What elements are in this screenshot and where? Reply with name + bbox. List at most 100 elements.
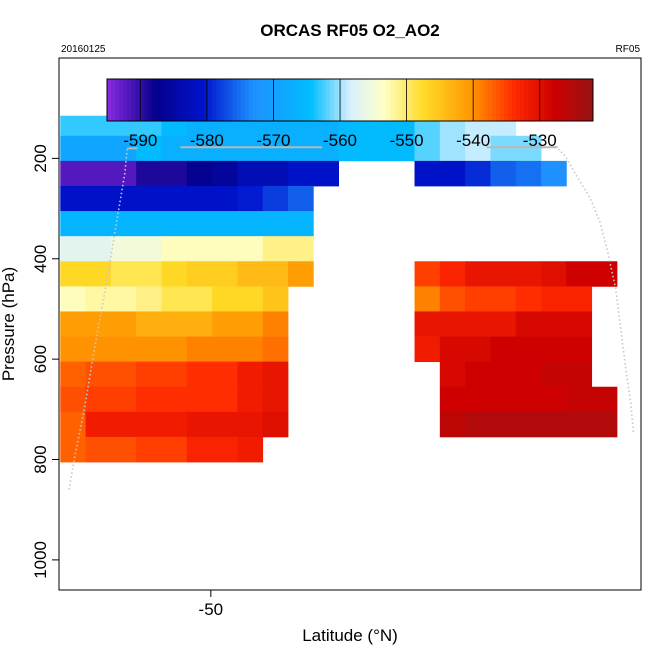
colorbar-swatch — [317, 79, 323, 121]
colorbar-swatch — [139, 79, 144, 121]
colorbar-swatch — [410, 79, 416, 121]
heatmap-cell — [237, 386, 264, 413]
heatmap-cell — [186, 336, 264, 363]
heatmap-cell — [85, 411, 188, 438]
colorbar-swatch — [580, 79, 586, 121]
heatmap-cell — [60, 386, 86, 413]
heatmap-cell — [439, 286, 466, 312]
heatmap-cell — [237, 361, 264, 388]
colorbar-swatch — [281, 79, 286, 121]
heatmap-cell — [439, 261, 466, 287]
colorbar-swatch — [297, 79, 302, 121]
heatmap-cell — [237, 185, 264, 212]
heatmap-cell — [212, 286, 264, 312]
colorbar-swatch — [192, 79, 197, 121]
colorbar-swatch — [406, 79, 412, 121]
colorbar-swatch — [528, 79, 533, 121]
colorbar-swatch — [325, 79, 331, 121]
colorbar-swatch — [119, 79, 124, 121]
heatmap-cell — [465, 411, 618, 438]
colorbar-swatch — [285, 79, 290, 121]
colorbar-swatch — [536, 79, 541, 121]
heatmap-cell — [85, 361, 137, 388]
heatmap-cell — [465, 286, 517, 312]
heatmap-cell — [439, 411, 466, 438]
colorbar-swatch — [350, 79, 355, 121]
heatmap-cell — [161, 236, 264, 262]
flight-track — [68, 146, 635, 490]
y-axis-label: Pressure (hPa) — [0, 267, 18, 381]
colorbar-swatch — [443, 79, 448, 121]
heatmap-cell — [262, 286, 289, 312]
heatmap-cell — [60, 436, 86, 463]
heatmap-cell — [60, 261, 112, 287]
heatmap-cell — [161, 135, 340, 162]
colorbar-swatch — [256, 79, 262, 121]
colorbar-swatch — [503, 79, 509, 121]
colorbar-swatch — [386, 79, 391, 121]
heatmap-cell — [186, 411, 264, 438]
heatmap-cell — [439, 386, 542, 413]
colorbar-swatch — [354, 79, 359, 121]
colorbar-swatch — [475, 79, 481, 121]
colorbar-swatch — [345, 79, 351, 121]
heatmap-cell — [161, 286, 213, 312]
colorbar-swatch — [532, 79, 537, 121]
heatmap-cell — [262, 361, 289, 388]
heatmap-cell — [85, 436, 137, 463]
colorbar-swatch — [216, 79, 221, 121]
colorbar-swatch — [313, 79, 319, 121]
colorbar-swatch — [499, 79, 505, 121]
subtitle-flight: RF05 — [616, 44, 641, 55]
heatmap-cell — [439, 336, 491, 363]
heatmap-cell — [60, 411, 86, 438]
heatmap-cell — [288, 185, 314, 212]
colorbar-swatch — [378, 79, 383, 121]
colorbar-swatch — [390, 79, 396, 121]
colorbar-swatch — [329, 79, 335, 121]
colorbar-swatch — [333, 79, 339, 121]
colorbar-swatch — [127, 79, 132, 121]
plot-frame — [58, 57, 642, 591]
heatmap-cell — [414, 311, 517, 337]
heatmap-cell — [136, 336, 188, 363]
heatmap-cell — [541, 261, 567, 287]
heatmap-cell — [262, 236, 314, 262]
colorbar-swatch — [451, 79, 456, 121]
colorbar: -590 -580 -570 -560 -550 -540 -530 — [106, 78, 594, 150]
colorbar-swatch — [212, 79, 217, 121]
colorbar-swatch — [544, 79, 549, 121]
heatmap-cell — [262, 336, 289, 363]
heatmap-cell — [465, 135, 491, 162]
heatmap-cell — [60, 286, 86, 312]
heatmap-cell — [161, 261, 188, 287]
colorbar-swatch — [143, 79, 148, 121]
colorbar-swatch — [479, 79, 485, 121]
colorbar-tick-label: -530 — [523, 131, 557, 150]
colorbar-swatch — [147, 79, 153, 121]
colorbar-swatch — [483, 79, 489, 121]
colorbar-swatch — [520, 79, 525, 121]
heatmap-cell — [136, 160, 188, 187]
colorbar-swatch — [260, 79, 266, 121]
heatmap-cell — [439, 361, 466, 388]
colorbar-swatch — [228, 79, 234, 121]
colorbar-swatch — [491, 79, 497, 121]
heatmap-cell — [414, 261, 441, 287]
colorbar-swatch — [374, 79, 379, 121]
x-tick-label: -50 — [199, 600, 224, 619]
heatmap-cell — [262, 185, 289, 212]
colorbar-swatch — [273, 79, 278, 121]
heatmap-cell — [136, 311, 213, 337]
heatmap-cell — [60, 361, 86, 388]
colorbar-tick-label: -560 — [323, 131, 357, 150]
heatmap-cell — [566, 386, 618, 413]
colorbar-swatch — [398, 79, 404, 121]
colorbar-swatch — [584, 79, 590, 121]
heatmap-cell — [515, 160, 542, 187]
heatmap-cell — [439, 135, 466, 162]
colorbar-swatch — [422, 79, 428, 121]
heatmap-cell — [186, 160, 213, 187]
colorbar-swatch — [183, 79, 189, 121]
colorbar-swatch — [552, 79, 558, 121]
